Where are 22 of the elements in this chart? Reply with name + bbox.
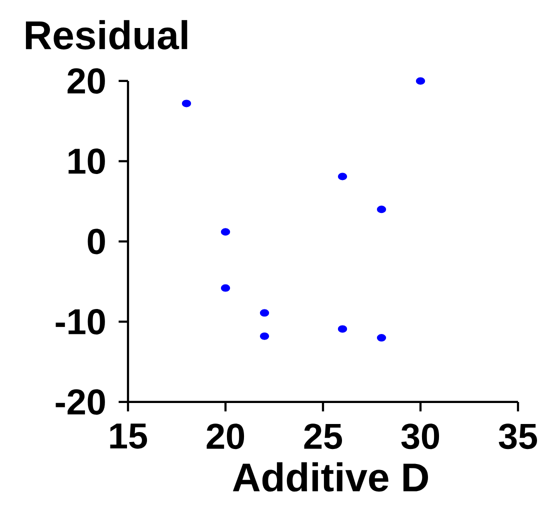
y-tick-label: -20 xyxy=(56,389,105,415)
x-tick-label: 25 xyxy=(304,424,342,450)
point xyxy=(260,332,270,340)
point xyxy=(260,309,270,317)
x-tick-label: 20 xyxy=(206,424,244,450)
x-tick-label: 15 xyxy=(110,424,148,449)
point xyxy=(182,100,192,108)
x-tick-label: 35 xyxy=(498,424,538,450)
y-tick-label: 20 xyxy=(68,68,105,94)
point xyxy=(220,228,230,236)
y-tick-label: -10 xyxy=(56,308,105,334)
y-tick-label: 0 xyxy=(88,228,105,254)
point xyxy=(416,77,426,85)
point xyxy=(338,172,348,180)
x-tick-label: 30 xyxy=(401,424,440,450)
point xyxy=(220,284,230,292)
y-tick-label: 10 xyxy=(68,148,105,174)
y-axis-title: Residual xyxy=(26,20,188,50)
point xyxy=(376,206,386,214)
point xyxy=(376,334,386,342)
x-axis-title: Additive D xyxy=(232,462,428,492)
point xyxy=(338,325,348,333)
